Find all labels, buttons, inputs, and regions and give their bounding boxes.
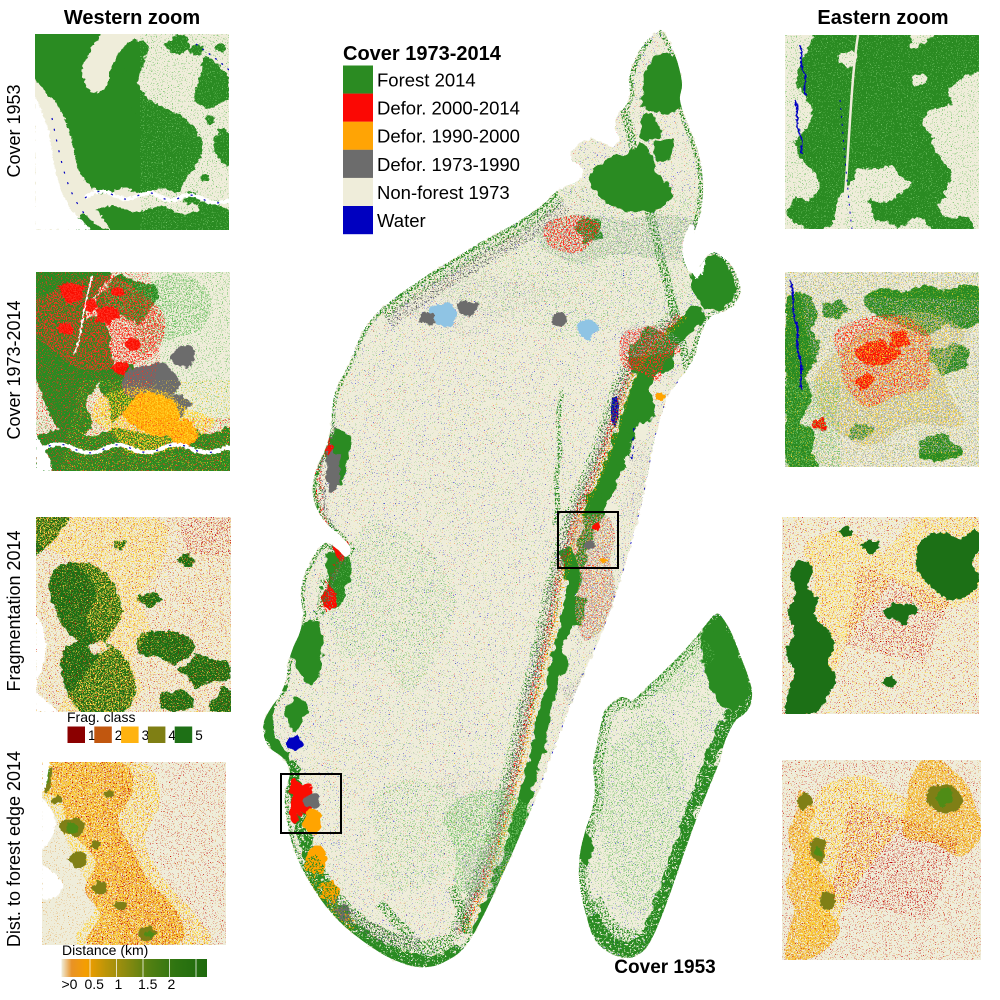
svg-text:1.5: 1.5 — [138, 976, 158, 992]
svg-text:Non-forest 1973: Non-forest 1973 — [377, 182, 510, 203]
svg-text:Cover 1973-2014: Cover 1973-2014 — [343, 43, 502, 65]
svg-text:Cover 1973-2014: Cover 1973-2014 — [4, 300, 24, 439]
svg-text:>0: >0 — [62, 976, 78, 992]
svg-text:1: 1 — [115, 976, 123, 992]
svg-text:2: 2 — [168, 976, 176, 992]
svg-text:Cover 1953: Cover 1953 — [614, 957, 715, 978]
svg-text:Dist. to forest edge 2014: Dist. to forest edge 2014 — [4, 751, 24, 947]
svg-text:Distance (km): Distance (km) — [62, 942, 148, 958]
svg-text:Eastern zoom: Eastern zoom — [817, 7, 948, 29]
svg-text:Defor. 1973-1990: Defor. 1973-1990 — [377, 154, 520, 175]
svg-text:Forest 2014: Forest 2014 — [377, 70, 476, 91]
svg-text:Defor. 1990-2000: Defor. 1990-2000 — [377, 126, 520, 147]
svg-text:Water: Water — [377, 210, 426, 231]
svg-text:Frag. class: Frag. class — [67, 709, 135, 725]
svg-text:0.5: 0.5 — [85, 976, 105, 992]
svg-text:2: 2 — [115, 728, 123, 743]
svg-text:1: 1 — [88, 728, 96, 743]
svg-text:3: 3 — [142, 728, 150, 743]
svg-text:Cover 1953: Cover 1953 — [4, 84, 24, 177]
svg-text:4: 4 — [168, 728, 176, 743]
svg-text:Fragmentation 2014: Fragmentation 2014 — [4, 530, 24, 691]
svg-text:Western zoom: Western zoom — [64, 7, 200, 29]
svg-text:5: 5 — [195, 728, 203, 743]
svg-text:Defor. 2000-2014: Defor. 2000-2014 — [377, 98, 520, 119]
